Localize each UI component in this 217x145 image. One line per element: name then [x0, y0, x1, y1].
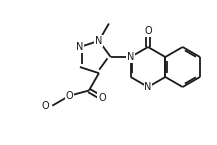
- Text: N: N: [76, 42, 84, 52]
- Text: O: O: [98, 93, 106, 103]
- Text: N: N: [127, 52, 134, 62]
- Text: O: O: [42, 101, 49, 111]
- Text: O: O: [144, 26, 152, 36]
- Text: N: N: [144, 82, 152, 92]
- Text: O: O: [66, 91, 73, 101]
- Text: N: N: [95, 36, 103, 46]
